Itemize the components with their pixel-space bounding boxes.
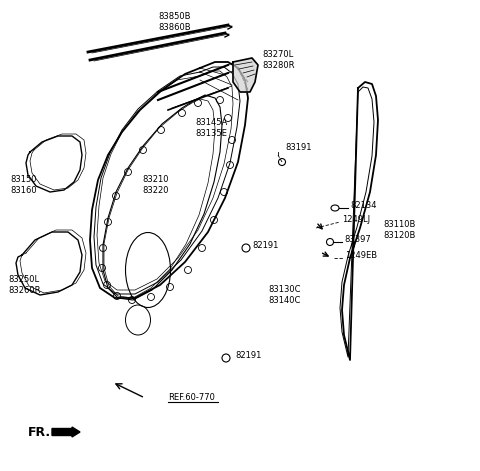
- Text: FR.: FR.: [28, 425, 51, 439]
- Text: 1249EB: 1249EB: [345, 252, 377, 260]
- Text: 83110B
83120B: 83110B 83120B: [383, 220, 415, 240]
- Text: 83210
83220: 83210 83220: [142, 175, 168, 195]
- Text: 83145A
83135E: 83145A 83135E: [195, 118, 227, 138]
- Text: 83250L
83260R: 83250L 83260R: [8, 276, 40, 295]
- Text: 83850B
83860B: 83850B 83860B: [159, 12, 192, 32]
- Text: 83150
83160: 83150 83160: [10, 175, 36, 195]
- Polygon shape: [233, 58, 258, 92]
- Text: 82134: 82134: [350, 201, 376, 210]
- Text: 83270L
83280R: 83270L 83280R: [262, 50, 295, 70]
- Text: 83191: 83191: [285, 144, 312, 153]
- Text: 82191: 82191: [252, 242, 278, 251]
- Text: 82191: 82191: [235, 350, 262, 359]
- Text: REF.60-770: REF.60-770: [168, 393, 215, 403]
- Text: 83397: 83397: [344, 235, 371, 244]
- Text: 1249LJ: 1249LJ: [342, 216, 370, 225]
- Text: 83130C
83140C: 83130C 83140C: [268, 285, 300, 305]
- FancyArrow shape: [52, 427, 80, 437]
